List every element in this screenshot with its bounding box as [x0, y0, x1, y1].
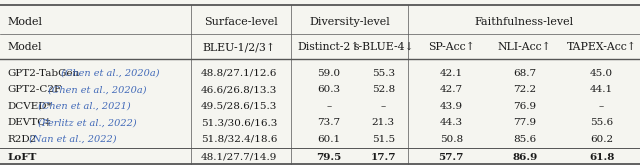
Text: 60.3: 60.3 [317, 85, 340, 94]
Text: 44.1: 44.1 [590, 85, 613, 94]
Text: 73.7: 73.7 [317, 118, 340, 127]
Text: TAPEX-Acc↑: TAPEX-Acc↑ [566, 42, 637, 52]
Text: Model: Model [8, 42, 42, 52]
Text: –: – [326, 102, 332, 111]
Text: 51.5: 51.5 [372, 135, 395, 144]
Text: 45.0: 45.0 [590, 69, 613, 78]
Text: Model: Model [8, 17, 43, 27]
Text: (Chen et al., 2020a): (Chen et al., 2020a) [58, 69, 160, 78]
Text: GPT2-C2F: GPT2-C2F [8, 85, 62, 94]
Text: 17.7: 17.7 [371, 153, 396, 162]
Text: 42.7: 42.7 [440, 85, 463, 94]
Text: 48.1/27.7/14.9: 48.1/27.7/14.9 [201, 153, 278, 162]
Text: 59.0: 59.0 [317, 69, 340, 78]
Text: 55.6: 55.6 [590, 118, 613, 127]
Text: 68.7: 68.7 [513, 69, 536, 78]
Text: DCVED*: DCVED* [8, 102, 52, 111]
Text: 46.6/26.8/13.3: 46.6/26.8/13.3 [201, 85, 278, 94]
Text: (Chen et al., 2020a): (Chen et al., 2020a) [45, 85, 146, 94]
Text: –: – [381, 102, 386, 111]
Text: 79.5: 79.5 [316, 153, 342, 162]
Text: 42.1: 42.1 [440, 69, 463, 78]
Text: LoFT: LoFT [8, 153, 37, 162]
Text: GPT2-TabGen: GPT2-TabGen [8, 69, 80, 78]
Text: 55.3: 55.3 [372, 69, 395, 78]
Text: 72.2: 72.2 [513, 85, 536, 94]
Text: 60.2: 60.2 [590, 135, 613, 144]
Text: (Chen et al., 2021): (Chen et al., 2021) [35, 102, 131, 111]
Text: 60.1: 60.1 [317, 135, 340, 144]
Text: 85.6: 85.6 [513, 135, 536, 144]
Text: 21.3: 21.3 [372, 118, 395, 127]
Text: R2D2: R2D2 [8, 135, 37, 144]
Text: 51.3/30.6/16.3: 51.3/30.6/16.3 [201, 118, 278, 127]
Text: 76.9: 76.9 [513, 102, 536, 111]
Text: 50.8: 50.8 [440, 135, 463, 144]
Text: Distinct-2↑: Distinct-2↑ [298, 42, 360, 52]
Text: Diversity-level: Diversity-level [309, 17, 390, 27]
Text: 86.9: 86.9 [512, 153, 538, 162]
Text: Faithfulness-level: Faithfulness-level [475, 17, 573, 27]
Text: SP-Acc↑: SP-Acc↑ [428, 42, 475, 52]
Text: 57.7: 57.7 [438, 153, 464, 162]
Text: –: – [599, 102, 604, 111]
Text: s-BLUE-4↓: s-BLUE-4↓ [353, 42, 413, 52]
Text: 44.3: 44.3 [440, 118, 463, 127]
Text: Surface-level: Surface-level [204, 17, 278, 27]
Text: NLI-Acc↑: NLI-Acc↑ [498, 42, 552, 52]
Text: 48.8/27.1/12.6: 48.8/27.1/12.6 [201, 69, 278, 78]
Text: DEVTC‡: DEVTC‡ [8, 118, 51, 127]
Text: 51.8/32.4/18.6: 51.8/32.4/18.6 [201, 135, 278, 144]
Text: (Nan et al., 2022): (Nan et al., 2022) [26, 135, 116, 144]
Text: 43.9: 43.9 [440, 102, 463, 111]
Text: 52.8: 52.8 [372, 85, 395, 94]
Text: (Perlitz et al., 2022): (Perlitz et al., 2022) [35, 118, 137, 127]
Text: 77.9: 77.9 [513, 118, 536, 127]
Text: BLEU-1/2/3↑: BLEU-1/2/3↑ [203, 42, 276, 52]
Text: 49.5/28.6/15.3: 49.5/28.6/15.3 [201, 102, 278, 111]
Text: 61.8: 61.8 [589, 153, 614, 162]
